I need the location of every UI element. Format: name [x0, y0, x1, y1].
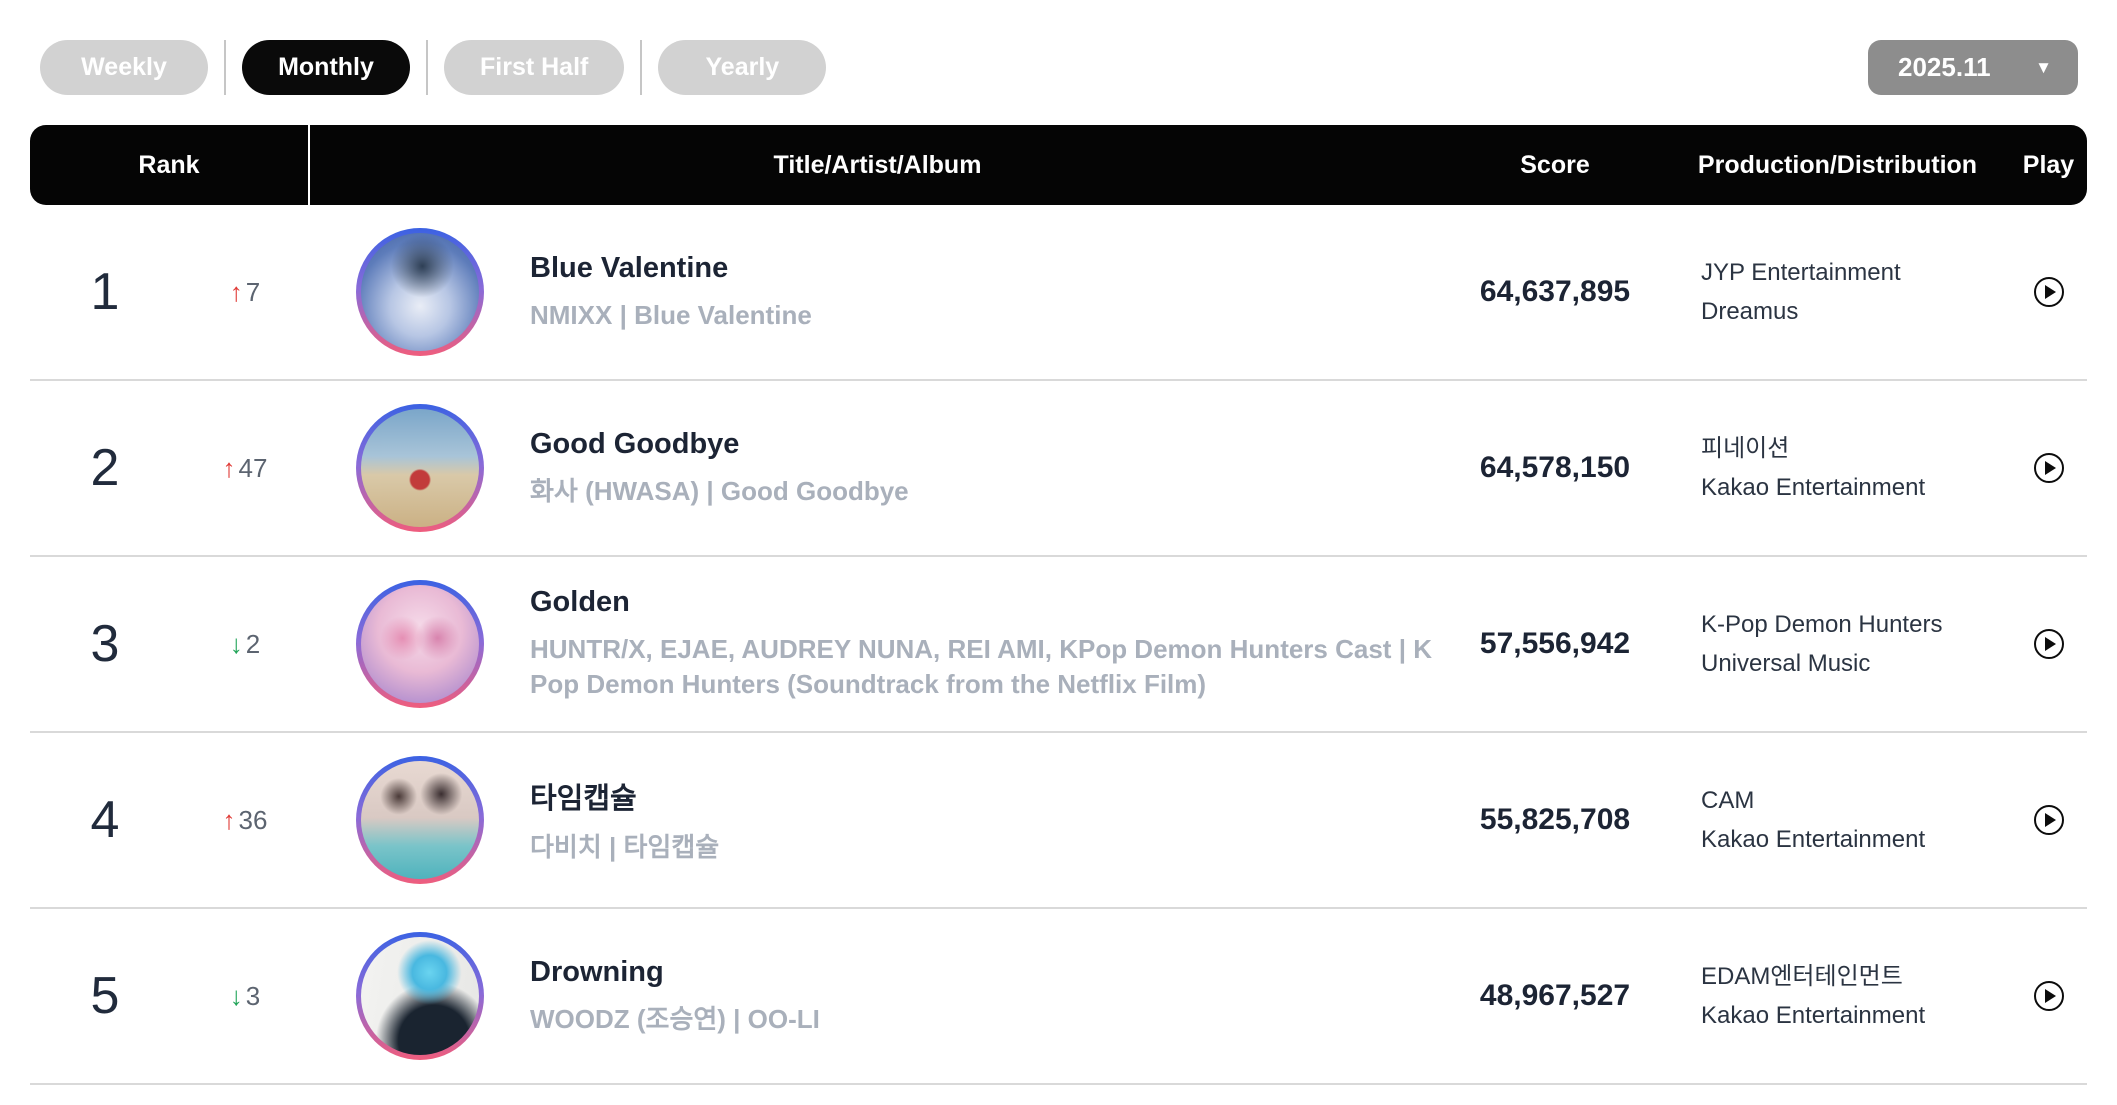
album-art: [361, 585, 479, 703]
table-row[interactable]: 3 ↓ 2 Golden HUNTR/X, EJAE, AUDREY NUNA,…: [30, 557, 2087, 733]
tab-first-half[interactable]: First Half: [444, 40, 625, 95]
album-art-ring[interactable]: [356, 404, 484, 532]
album-art: [361, 761, 479, 879]
rank-number: 2: [90, 439, 120, 497]
table-header: Rank Title/Artist/Album Score Production…: [30, 125, 2087, 205]
rank-change: ↑ 7: [180, 277, 310, 308]
header-score: Score: [1520, 150, 1590, 179]
score-value: 64,637,895: [1479, 275, 1631, 308]
tab-divider: [224, 40, 226, 95]
play-icon: [2044, 637, 2056, 651]
period-value: 2025.11: [1898, 52, 1991, 82]
rank-down-icon: ↓: [229, 628, 243, 659]
tab-monthly[interactable]: Monthly: [242, 40, 410, 95]
artist-album: 다비치 | 타임캡슐: [530, 832, 720, 862]
rank-change-value: 3: [245, 980, 261, 1011]
rank-change-value: 47: [238, 452, 268, 483]
production-company: JYP Entertainment: [1701, 259, 1901, 286]
tab-weekly[interactable]: Weekly: [40, 40, 208, 95]
production-company: 피네이션: [1701, 435, 1790, 462]
production-distribution: JYP Entertainment Dreamus: [1665, 253, 2010, 331]
score-value: 55,825,708: [1479, 803, 1631, 836]
period-dropdown[interactable]: 2025.11 ▼: [1868, 40, 2078, 95]
header-rank: Rank: [30, 125, 310, 205]
production-company: K-Pop Demon Hunters: [1701, 611, 1943, 638]
distribution-company: Kakao Entertainment: [1701, 474, 1926, 501]
distribution-company: Dreamus: [1701, 298, 1799, 325]
rank-up-icon: ↑: [222, 452, 236, 483]
album-art-ring[interactable]: [356, 228, 484, 356]
header-play: Play: [2022, 150, 2075, 179]
song-info: Golden HUNTR/X, EJAE, AUDREY NUNA, REI A…: [530, 586, 1445, 702]
production-distribution: EDAM엔터테인먼트 Kakao Entertainment: [1665, 957, 2010, 1035]
score-value: 57,556,942: [1479, 627, 1631, 660]
rank-change: ↓ 2: [180, 629, 310, 660]
album-art: [361, 233, 479, 351]
table-row[interactable]: 5 ↓ 3 Drowning WOODZ (조승연) | OO-LI 48,96…: [30, 909, 2087, 1085]
rank-change: ↑ 36: [180, 805, 310, 836]
rank-number: 3: [90, 615, 120, 673]
rank-down-icon: ↓: [229, 980, 243, 1011]
artist-album: HUNTR/X, EJAE, AUDREY NUNA, REI AMI, KPo…: [530, 634, 1432, 699]
score-value: 48,967,527: [1479, 979, 1631, 1012]
distribution-company: Kakao Entertainment: [1701, 826, 1926, 853]
chart-table: Rank Title/Artist/Album Score Production…: [30, 125, 2087, 1085]
song-title: Blue Valentine: [530, 251, 729, 284]
song-title: 타임캡슐: [530, 783, 637, 815]
production-distribution: K-Pop Demon Hunters Universal Music: [1665, 605, 2010, 683]
tab-divider: [640, 40, 643, 95]
table-row[interactable]: 2 ↑ 47 Good Goodbye 화사 (HWASA) | Good Go…: [30, 381, 2087, 557]
table-row[interactable]: 1 ↑ 7 Blue Valentine NMIXX | Blue Valent…: [30, 205, 2087, 381]
rank-change-value: 36: [238, 804, 268, 835]
rank-number: 1: [90, 263, 120, 321]
artist-album: NMIXX | Blue Valentine: [530, 299, 812, 330]
album-art-ring[interactable]: [356, 580, 484, 708]
play-button[interactable]: [2033, 277, 2064, 307]
score-value: 64,578,150: [1479, 451, 1631, 484]
production-distribution: CAM Kakao Entertainment: [1665, 781, 2010, 859]
play-icon: [2044, 813, 2056, 827]
tab-divider: [426, 40, 428, 95]
chevron-down-icon: ▼: [2035, 58, 2052, 77]
song-info: Blue Valentine NMIXX | Blue Valentine: [530, 252, 1445, 333]
distribution-company: Kakao Entertainment: [1701, 1002, 1926, 1029]
play-icon: [2044, 989, 2056, 1003]
rank-change: ↑ 47: [180, 453, 310, 484]
song-info: Drowning WOODZ (조승연) | OO-LI: [530, 956, 1445, 1037]
play-button[interactable]: [2033, 805, 2064, 835]
play-button[interactable]: [2033, 981, 2064, 1011]
song-title: Golden: [530, 586, 630, 618]
production-company: EDAM엔터테인먼트: [1701, 963, 1903, 990]
rank-change: ↓ 3: [180, 981, 310, 1012]
album-art: [361, 409, 479, 527]
play-button[interactable]: [2033, 629, 2064, 659]
play-button[interactable]: [2033, 453, 2064, 483]
play-icon: [2044, 285, 2056, 299]
filter-bar: Weekly Monthly First Half Yearly 2025.11…: [0, 0, 2117, 95]
rank-change-value: 7: [245, 276, 261, 307]
album-art: [361, 937, 479, 1055]
rank-number: 4: [90, 791, 120, 849]
production-company: CAM: [1701, 787, 1755, 814]
tab-yearly[interactable]: Yearly: [658, 40, 827, 95]
album-art-ring[interactable]: [356, 756, 484, 884]
header-title-artist-album: Title/Artist/Album: [773, 150, 982, 179]
rank-up-icon: ↑: [229, 276, 243, 307]
album-art-ring[interactable]: [356, 932, 484, 1060]
table-row[interactable]: 4 ↑ 36 타임캡슐 다비치 | 타임캡슐 55,825,708 CAM Ka…: [30, 733, 2087, 909]
rank-change-value: 2: [245, 628, 261, 659]
production-distribution: 피네이션 Kakao Entertainment: [1665, 429, 2010, 507]
play-icon: [2044, 461, 2056, 475]
artist-album: WOODZ (조승연) | OO-LI: [530, 1003, 820, 1034]
song-title: Good Goodbye: [530, 427, 740, 460]
header-production: Production/Distribution: [1697, 150, 1978, 179]
period-tabs: Weekly Monthly First Half Yearly: [40, 40, 827, 95]
artist-album: 화사 (HWASA) | Good Goodbye: [530, 475, 909, 506]
song-title: Drowning: [530, 955, 664, 988]
song-info: 타임캡슐 다비치 | 타임캡슐: [530, 775, 1445, 865]
rank-up-icon: ↑: [222, 804, 236, 835]
song-info: Good Goodbye 화사 (HWASA) | Good Goodbye: [530, 428, 1445, 509]
rank-number: 5: [90, 967, 120, 1025]
distribution-company: Universal Music: [1701, 650, 1871, 677]
